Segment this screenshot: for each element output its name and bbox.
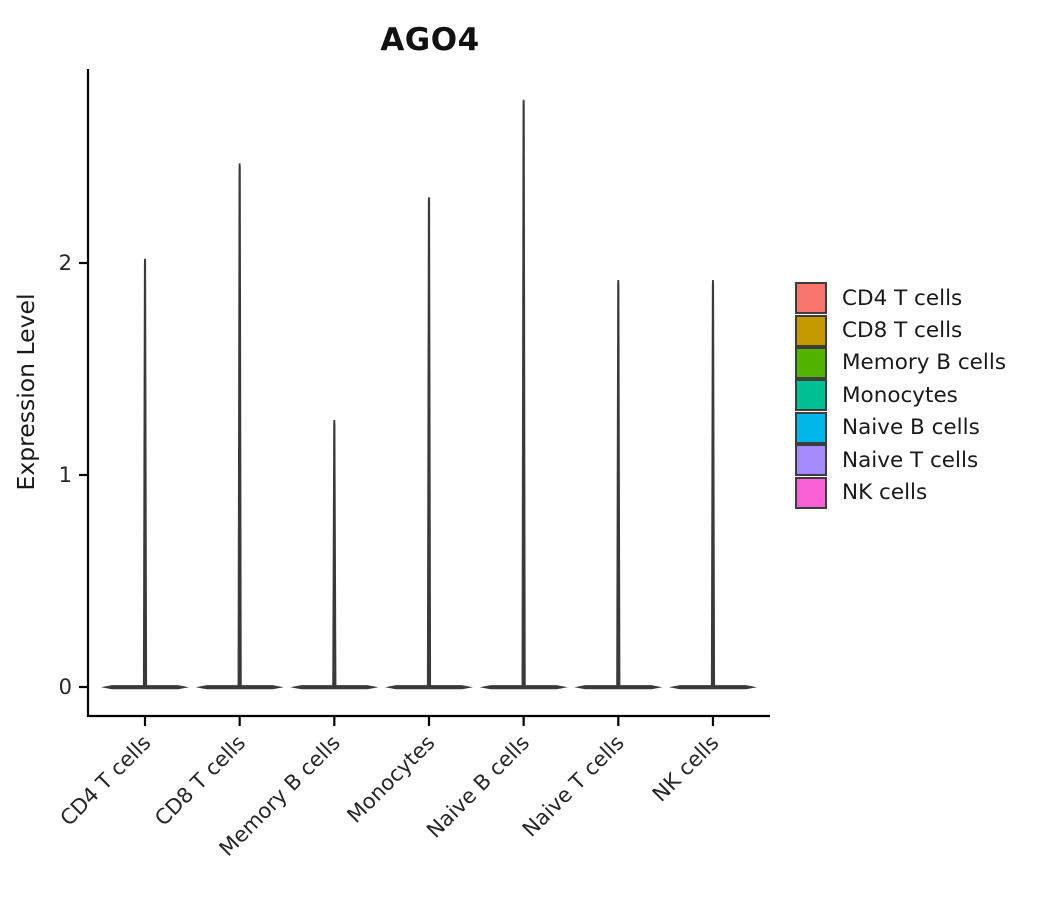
legend-swatch-icon (795, 346, 827, 379)
y-tick-label: 2 (59, 251, 72, 275)
violin-spike (237, 163, 242, 688)
legend-item: Naive B cells (795, 411, 1006, 444)
legend-swatch-icon (795, 444, 827, 477)
legend-swatch-icon (795, 476, 827, 509)
y-tick-label: 1 (59, 463, 72, 487)
y-axis-title: Expression Level (12, 293, 40, 490)
violin-cd4-t-cells (101, 258, 189, 690)
legend-label: Memory B cells (842, 350, 1007, 376)
legend-label: Naive T cells (842, 447, 979, 473)
legend-swatch-icon (795, 282, 827, 315)
violin-nk-cells (668, 279, 757, 690)
chart-title: AGO4 (380, 22, 480, 58)
violin-base (290, 685, 379, 690)
legend-label: CD4 T cells (842, 285, 963, 311)
legend-item: Naive T cells (795, 444, 1006, 477)
legend-item: NK cells (795, 476, 1006, 509)
legend-item: Monocytes (795, 379, 1006, 412)
legend: CD4 T cells CD8 T cells Memory B cells Mono… (795, 282, 1006, 509)
y-tick-label: 0 (59, 675, 72, 699)
violin-base (574, 685, 663, 690)
legend-label: NK cells (842, 480, 928, 506)
legend-swatch-icon (795, 411, 827, 444)
violin-base (384, 685, 473, 690)
violin-cd8-t-cells (195, 163, 284, 690)
legend-label: Naive B cells (842, 415, 980, 441)
violin-base (479, 685, 568, 690)
legend-swatch-icon (795, 379, 827, 412)
axes-layer (79, 69, 770, 726)
violin-naive-t-cells (574, 279, 663, 690)
violin-spike (142, 258, 148, 687)
violin-monocytes (384, 197, 473, 690)
x-tick-label: NK cells (648, 731, 724, 807)
x-tick-label: CD4 T cells (56, 731, 156, 831)
violin-spike (426, 197, 432, 687)
legend-item: CD8 T cells (795, 314, 1006, 347)
violin-base (668, 685, 757, 690)
x-tick-label: Naive T cells (518, 731, 629, 842)
violin-spike (521, 99, 526, 687)
violin-spike (616, 279, 621, 687)
violin-spike (710, 279, 716, 687)
x-tick-label: Monocytes (342, 731, 439, 828)
violin-naive-b-cells (479, 99, 568, 690)
violin-spike (332, 419, 337, 687)
legend-item: Memory B cells (795, 346, 1007, 379)
legend-swatch-icon (795, 314, 827, 347)
legend-item: CD4 T cells (795, 282, 1006, 315)
violins-layer (101, 99, 757, 690)
violin-memory-b-cells (290, 419, 379, 690)
x-tick-label: CD8 T cells (150, 731, 250, 831)
violin-base (101, 685, 189, 690)
violin-base (195, 685, 284, 690)
legend-label: Monocytes (842, 382, 958, 408)
legend-label: CD8 T cells (842, 318, 963, 344)
